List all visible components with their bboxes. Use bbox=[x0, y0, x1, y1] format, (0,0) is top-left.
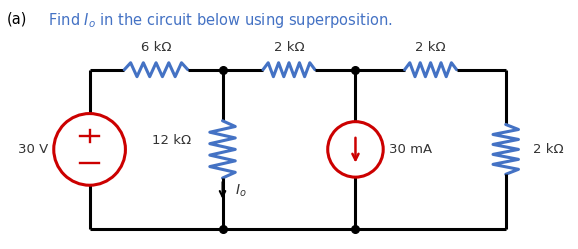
Text: Find $I_o$ in the circuit below using superposition.: Find $I_o$ in the circuit below using su… bbox=[39, 11, 393, 30]
Text: 30 mA: 30 mA bbox=[389, 143, 432, 156]
Text: (a): (a) bbox=[7, 11, 27, 26]
Text: 2 kΩ: 2 kΩ bbox=[274, 41, 304, 54]
Text: 2 kΩ: 2 kΩ bbox=[416, 41, 446, 54]
Text: 6 kΩ: 6 kΩ bbox=[141, 41, 171, 54]
Text: 2 kΩ: 2 kΩ bbox=[533, 143, 564, 156]
Text: $I_o$: $I_o$ bbox=[235, 182, 247, 199]
Text: 30 V: 30 V bbox=[18, 143, 48, 156]
Text: 12 kΩ: 12 kΩ bbox=[151, 134, 191, 147]
